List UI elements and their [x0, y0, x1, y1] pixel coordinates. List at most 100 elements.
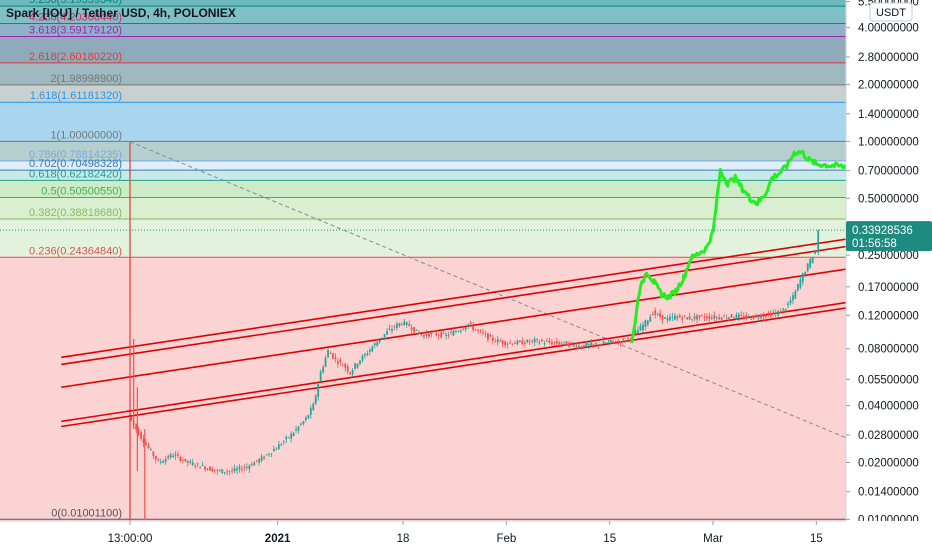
fib-zone-6 [0, 141, 846, 161]
candle-body [548, 340, 551, 343]
candle-body [147, 444, 150, 448]
candle-body [270, 453, 273, 455]
fib-label-9: 2(1.98998900) [50, 73, 122, 85]
fib-zone-2 [0, 197, 846, 220]
candle-body [366, 353, 369, 356]
candle-body [804, 272, 807, 275]
candle-body [233, 468, 236, 472]
candle-body [487, 333, 489, 340]
price-axis[interactable]: 5.500000004.000000002.800000002.00000000… [845, 0, 932, 550]
candle-body [809, 259, 812, 268]
time-axis[interactable]: 13:00:00202118Feb15Mar15Apr [0, 520, 932, 550]
candle-body [201, 465, 204, 466]
candle-body [150, 449, 152, 451]
candle-body [300, 423, 302, 425]
candle-body [378, 340, 381, 343]
candle-body [592, 343, 595, 345]
candle-body [570, 342, 573, 344]
candle-body [654, 310, 657, 315]
candle-body [563, 341, 566, 343]
candle-body [145, 442, 147, 445]
candle-body [521, 340, 524, 345]
candle-body [432, 331, 435, 333]
candle-body [157, 460, 160, 461]
candle-body [531, 340, 534, 341]
candle-body [273, 449, 275, 452]
candle-body [755, 315, 757, 317]
candle-body [745, 314, 748, 319]
candle-body [341, 365, 344, 367]
channel-lines[interactable] [61, 223, 932, 428]
price-tick-label: 2.80000000 [858, 52, 919, 64]
candle-body [376, 341, 379, 347]
currency-button[interactable]: USDT [869, 2, 913, 22]
fib-level-labels: 0(0.01001100) 0.236(0.24364840) 0.382(0.38… [29, 0, 122, 519]
candle-body [794, 290, 797, 299]
candle-body [391, 328, 393, 332]
candle-body [782, 308, 785, 310]
candle-body [693, 316, 696, 320]
candle-body [789, 300, 792, 304]
candle-body [142, 438, 145, 444]
channel-line-3[interactable] [61, 286, 932, 423]
price-tick-label: 0.05500000 [858, 374, 919, 386]
candle-body [607, 341, 610, 344]
candle-body [634, 330, 637, 334]
channel-line-4[interactable] [61, 291, 932, 428]
candle-body [614, 342, 617, 344]
candle-body [172, 455, 174, 458]
price-tick-label: 2.00000000 [858, 80, 919, 92]
candle-body [774, 312, 777, 314]
candle-body [799, 279, 802, 288]
candle-body [681, 317, 684, 320]
time-tick-label: 2021 [265, 533, 291, 545]
candle-body [332, 353, 334, 359]
candle-body [747, 316, 750, 317]
channel-line-2[interactable] [61, 253, 932, 389]
time-tick-label: 18 [397, 533, 410, 545]
candles [129, 229, 820, 520]
candle-body [787, 303, 789, 306]
candle-body [651, 314, 654, 315]
candle-body [216, 469, 219, 471]
candle-body [484, 333, 487, 335]
candle-body [560, 343, 563, 345]
candle-body [565, 341, 568, 346]
price-tick-label: 0.01400000 [858, 487, 919, 499]
candle-body [459, 330, 462, 332]
candle-body [595, 343, 598, 345]
candle-body [211, 468, 214, 472]
candle-body [408, 323, 411, 327]
current-price-label: 0.33928536 [852, 225, 913, 237]
candle-body [415, 329, 418, 331]
candle-body [307, 415, 310, 419]
time-axis-bg [0, 521, 932, 550]
fib-zones [0, 0, 846, 521]
candle-body [666, 318, 669, 321]
candle-body [344, 363, 347, 368]
candle-body [757, 317, 760, 319]
candle-body [427, 333, 430, 337]
channel-line-1[interactable] [61, 230, 932, 366]
candle-body [715, 317, 718, 318]
price-tick-label: 0.50000000 [858, 193, 919, 205]
candle-body [519, 340, 521, 342]
candle-body [361, 355, 364, 361]
projection [0, 147, 877, 344]
fib-zone-8 [0, 84, 846, 103]
candle-body [629, 339, 632, 340]
fib-zone-13 [0, 0, 846, 7]
candle-body [253, 462, 256, 466]
candle-body [811, 257, 814, 264]
candle-body [245, 466, 248, 468]
candle-body [646, 320, 649, 325]
candle-body [546, 340, 548, 342]
candle-body [720, 317, 723, 320]
channel-line-0[interactable] [61, 223, 932, 359]
candle-body [573, 344, 575, 346]
candle-body [423, 335, 425, 337]
candle-body [730, 314, 733, 318]
time-tick-label: 13:00:00 [108, 533, 153, 545]
